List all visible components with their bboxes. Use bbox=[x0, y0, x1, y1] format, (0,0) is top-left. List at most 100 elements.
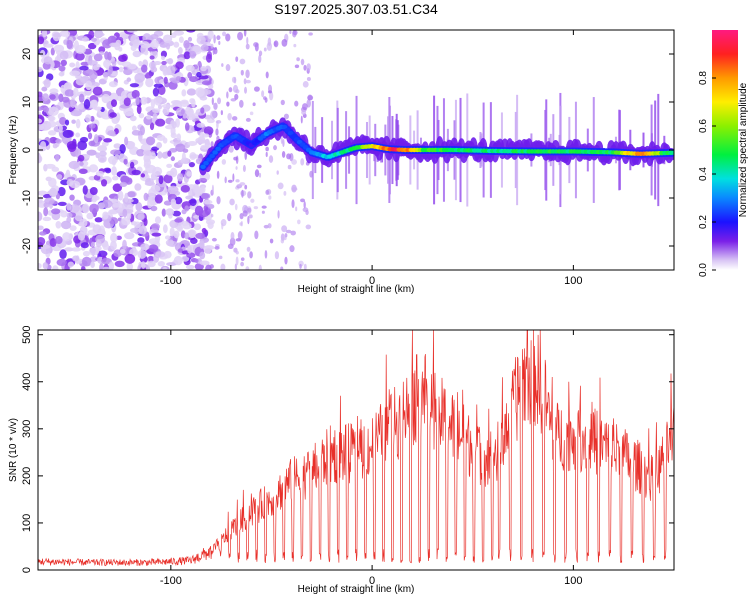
spectrogram-noise-blob bbox=[69, 204, 80, 214]
spectrogram-noise-blob bbox=[243, 78, 247, 85]
spectrogram-noise-blob bbox=[155, 118, 166, 127]
spectrogram-noise-blob bbox=[109, 92, 119, 102]
spectrogram-noise-blob bbox=[196, 71, 202, 78]
spectrogram-noise-blob bbox=[245, 266, 250, 270]
spectrogram-noise-blob bbox=[126, 191, 136, 198]
spectrogram-noise-blob bbox=[237, 31, 244, 41]
spectrogram-noise-blob bbox=[87, 132, 93, 140]
spectrogram-noise-blob bbox=[98, 46, 106, 53]
spectrogram-noise-blob bbox=[140, 96, 148, 105]
spectrogram-noise-blob bbox=[150, 39, 159, 50]
spectrogram-noise-blob bbox=[90, 241, 96, 248]
spectrogram-noise-blob bbox=[184, 232, 190, 240]
spectrogram-noise-blob bbox=[217, 97, 221, 105]
spectrogram-noise-blob bbox=[253, 86, 260, 92]
spectrogram-noise-blob bbox=[241, 189, 244, 198]
spectrogram-noise-blob bbox=[200, 107, 205, 114]
spectrogram-noise-blob bbox=[47, 115, 56, 122]
spectrogram-noise-blob bbox=[261, 210, 265, 214]
spectrogram-noise-blob bbox=[261, 90, 265, 98]
spectrogram-noise-blob bbox=[235, 56, 239, 62]
spectrogram-noise-blob bbox=[64, 247, 74, 252]
spectrogram-noise-blob bbox=[46, 120, 57, 128]
spectrogram-noise-blob bbox=[263, 96, 267, 100]
spectrogram-noise-blob bbox=[198, 210, 210, 218]
spectrogram-noise-blob bbox=[194, 187, 203, 197]
spectrogram-noise-blob bbox=[174, 196, 183, 205]
spectrogram-noise-blob bbox=[92, 89, 102, 95]
spectrogram-noise-blob bbox=[103, 59, 111, 69]
spectrogram-noise-blob bbox=[286, 153, 292, 160]
spectrogram-noise-blob bbox=[102, 71, 109, 78]
spectrogram-noise-blob bbox=[163, 250, 172, 259]
snr-x-tick-label: 0 bbox=[369, 575, 375, 587]
colorbar-gradient bbox=[712, 30, 738, 270]
spectrogram-noise-blob bbox=[196, 35, 206, 45]
spectrogram-noise-blob bbox=[265, 151, 268, 158]
spectrogram-noise-blob bbox=[170, 198, 177, 206]
spectrogram-noise-blob bbox=[150, 34, 159, 40]
snr-y-tick-label: 0 bbox=[21, 567, 33, 573]
spectrogram-noise-blob bbox=[104, 168, 112, 174]
spectrogram-noise-blob bbox=[157, 151, 163, 159]
spectrogram-noise-blob bbox=[114, 260, 125, 268]
spectrogram-noise-blob bbox=[81, 203, 90, 214]
spectrogram-noise-blob bbox=[75, 77, 86, 86]
spectrogram-noise-blob bbox=[51, 208, 61, 215]
spectrogram-noise-blob bbox=[249, 111, 254, 116]
spectrogram-noise-blob bbox=[277, 210, 280, 219]
spectrogram-noise-blob bbox=[209, 264, 214, 269]
spectrogram-noise-blob bbox=[162, 266, 168, 270]
spectrogram-noise-blob bbox=[166, 163, 173, 168]
spectrogram-ridge-core bbox=[200, 164, 206, 169]
spectrogram-noise-blob bbox=[103, 138, 113, 143]
spectrogram-noise-blob bbox=[234, 263, 237, 270]
spectrogram-noise-blob bbox=[75, 132, 81, 138]
spectrogram-noise-blob bbox=[207, 30, 214, 40]
spectrogram-noise-blob bbox=[284, 233, 288, 238]
spectrogram-noise-blob bbox=[161, 208, 166, 217]
spectrogram-noise-blob bbox=[232, 84, 239, 93]
spectrogram-noise-blob bbox=[116, 95, 123, 101]
spectrogram-noise-blob bbox=[302, 207, 309, 213]
spectrogram-noise-blob bbox=[124, 192, 129, 203]
spectrogram-noise-blob bbox=[93, 106, 102, 111]
spectrogram-noise-blob bbox=[280, 135, 283, 145]
spectrogram-noise-blob bbox=[244, 86, 248, 94]
spectrogram-noise-blob bbox=[225, 33, 231, 42]
spectrogram-noise-blob bbox=[69, 70, 81, 77]
spectrogram-noise-blob bbox=[66, 212, 73, 218]
spectrogram-y-tick-label: 0 bbox=[21, 147, 33, 153]
spectrogram-noise-blob bbox=[87, 60, 98, 66]
spectrogram-noise-blob bbox=[187, 36, 193, 42]
spectrogram-noise-blob bbox=[140, 243, 150, 251]
spectrogram-noise-blob bbox=[210, 110, 216, 120]
spectrogram-noise-blob bbox=[95, 239, 102, 248]
spectrogram-noise-blob bbox=[134, 183, 142, 191]
spectrogram-noise-blob bbox=[125, 111, 134, 116]
colorbar-label: Normalized spectral amplitude bbox=[738, 82, 749, 217]
spectrogram-noise-blob bbox=[265, 146, 269, 152]
spectrogram-noise-blob bbox=[289, 245, 295, 253]
spectrogram-noise-blob bbox=[138, 60, 143, 67]
spectrogram-noise-blob bbox=[81, 256, 92, 267]
spectrogram-noise-blob bbox=[184, 122, 190, 131]
spectrogram-noise-blob bbox=[42, 262, 49, 270]
spectrogram-noise-blob bbox=[303, 201, 306, 209]
spectrogram-noise-blob bbox=[240, 261, 244, 267]
spectrogram-y-tick-label: 10 bbox=[21, 96, 33, 108]
spectrogram-noise-blob bbox=[99, 263, 104, 270]
spectrogram-noise-blob bbox=[239, 213, 244, 220]
spectrogram-noise-blob bbox=[114, 42, 121, 51]
spectrogram-noise-blob bbox=[276, 170, 279, 175]
spectrogram-noise-blob bbox=[267, 90, 273, 94]
spectrogram-noise-blob bbox=[124, 177, 133, 185]
spectrogram-noise-blob bbox=[167, 58, 174, 65]
spectrogram-noise-blob bbox=[101, 199, 113, 209]
spectrogram-noise-blob bbox=[148, 244, 159, 253]
spectrogram-noise-blob bbox=[69, 62, 76, 68]
spectrogram-noise-blob bbox=[38, 66, 43, 73]
spectrogram-noise-blob bbox=[228, 145, 234, 153]
spectrogram-noise-blob bbox=[208, 84, 214, 90]
